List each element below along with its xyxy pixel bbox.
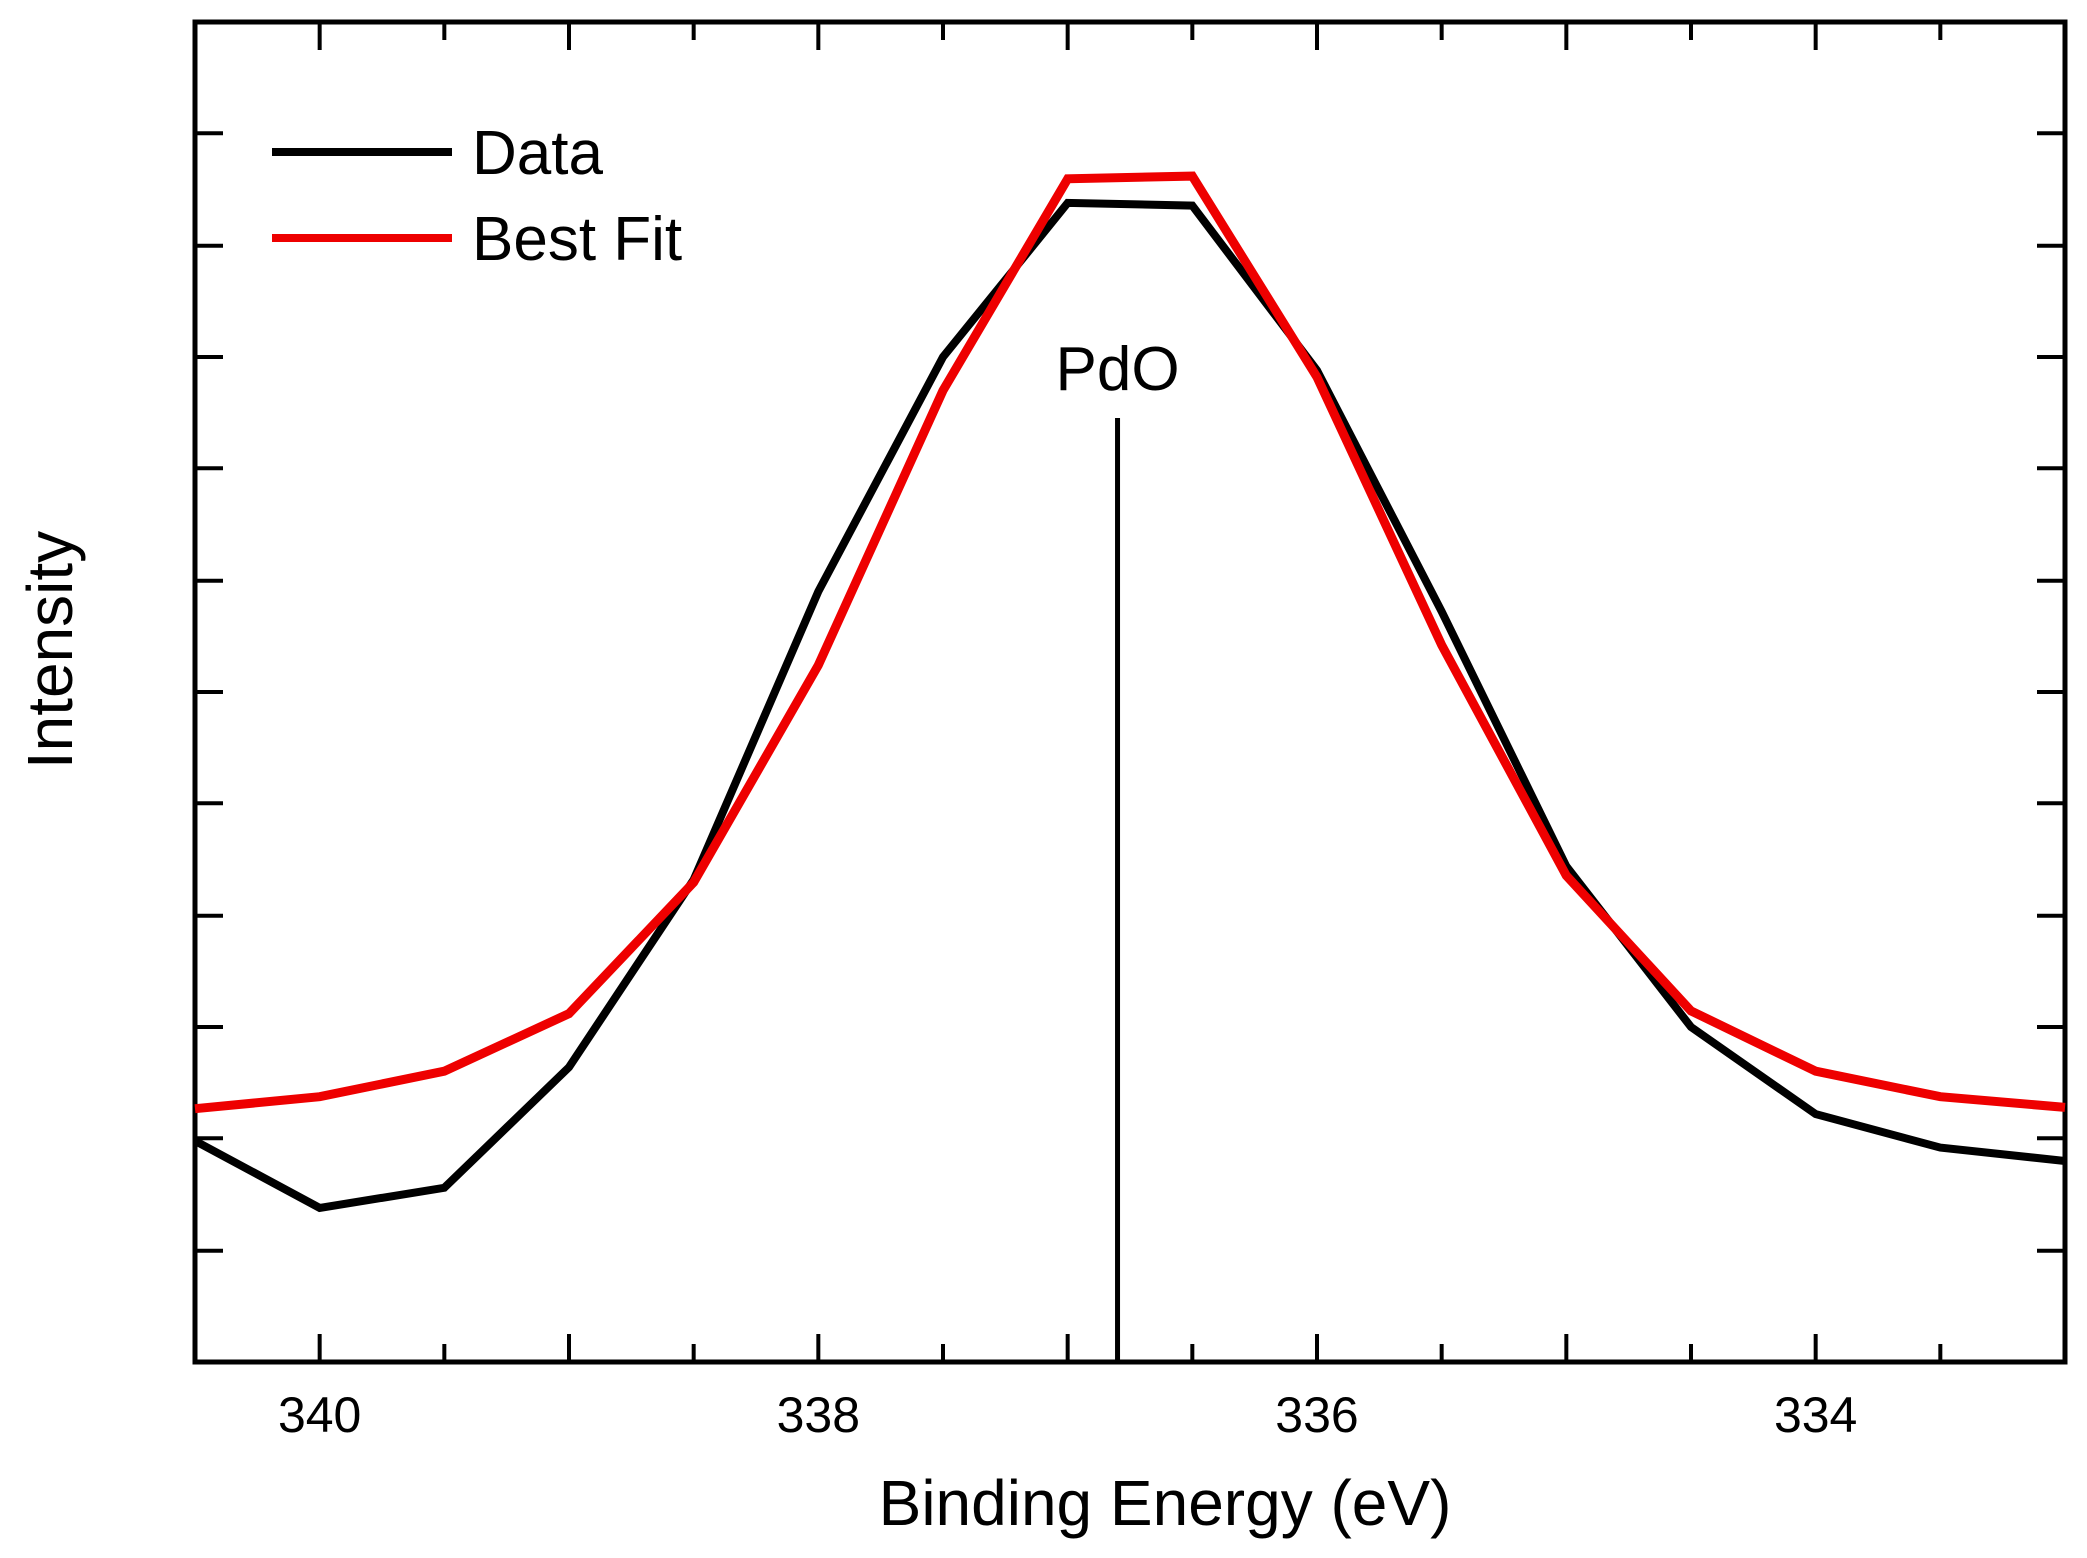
legend: Data Best Fit — [272, 119, 682, 274]
x-axis-title: Binding Energy (eV) — [879, 1467, 1452, 1539]
x-tick-label-340: 340 — [278, 1387, 361, 1443]
series-line-data — [193, 198, 2066, 1213]
y-ticks — [195, 131, 2065, 1253]
annotation-layer: PdO — [1056, 335, 1180, 1362]
legend-label-data: Data — [472, 119, 603, 188]
series-line-best-fit — [194, 171, 2066, 1114]
x-ticks: 340 338 336 334 — [278, 22, 2067, 1443]
x-tick-label-338: 338 — [777, 1387, 860, 1443]
series-layer — [193, 171, 2066, 1213]
x-tick-label-334: 334 — [1774, 1387, 1857, 1443]
annotation-label-pdo: PdO — [1056, 335, 1180, 404]
legend-label-best-fit: Best Fit — [472, 205, 682, 274]
x-tick-label-336: 336 — [1275, 1387, 1358, 1443]
y-axis-title: Intensity — [14, 531, 86, 769]
